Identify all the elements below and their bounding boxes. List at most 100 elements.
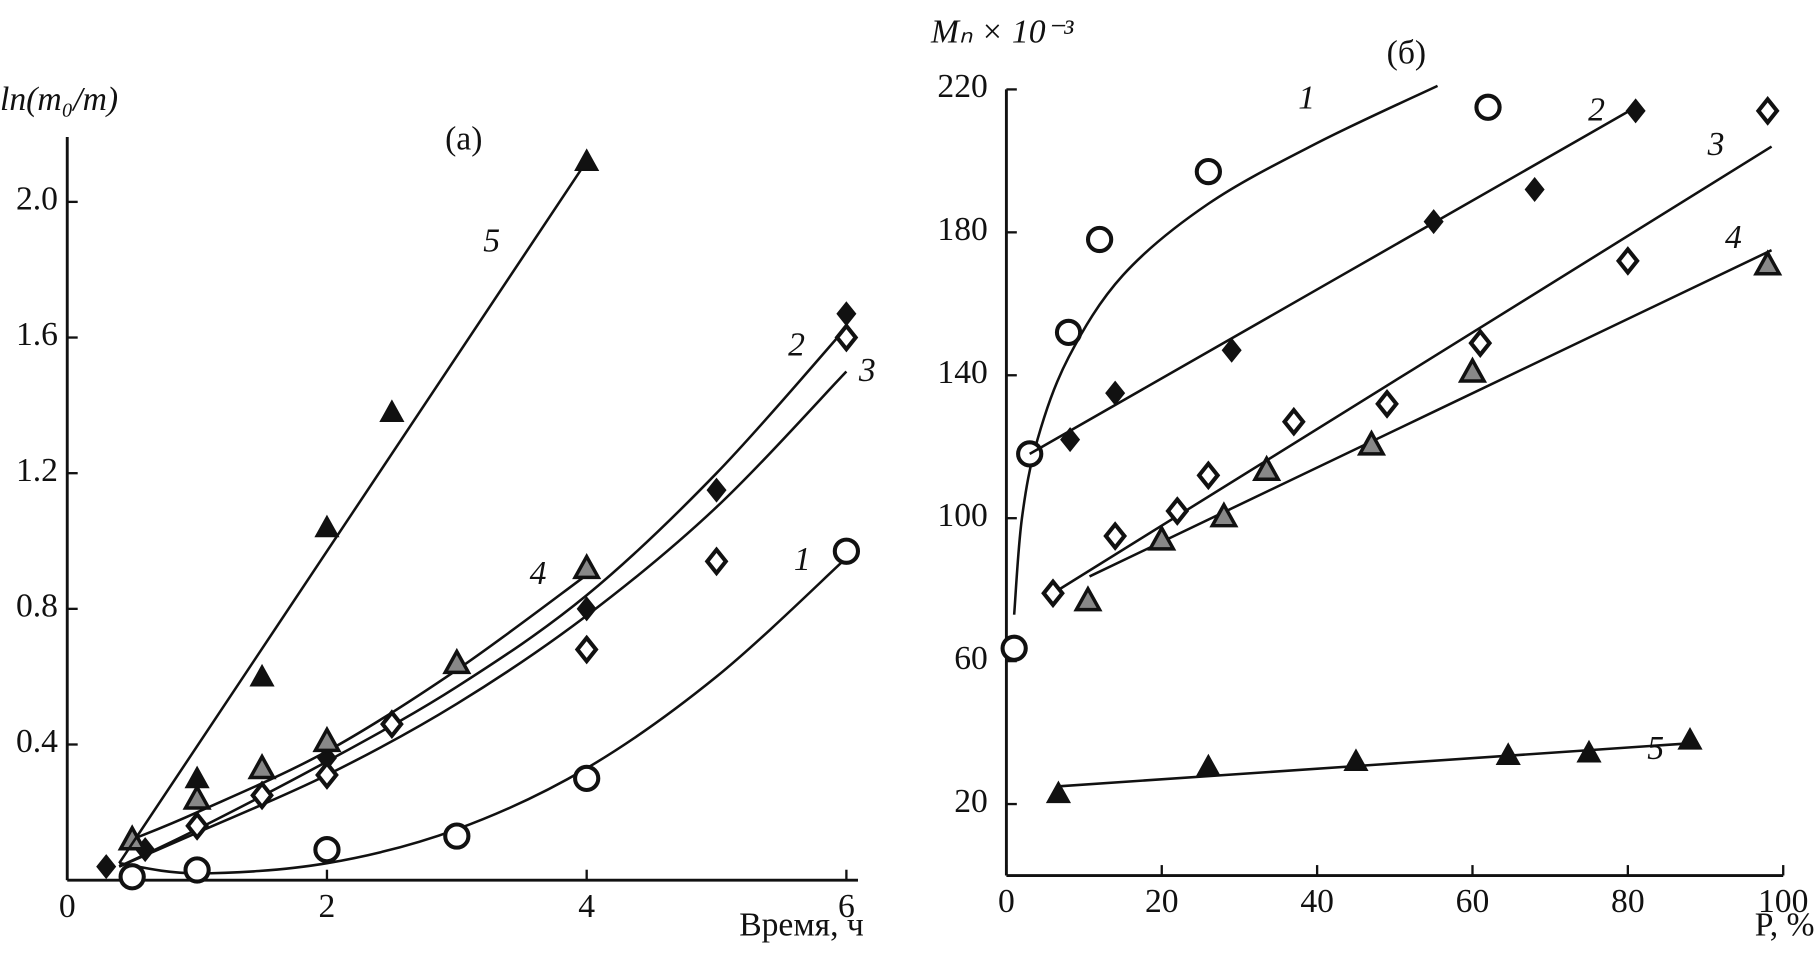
marker xyxy=(314,514,340,538)
fit-curve xyxy=(118,160,588,864)
marker xyxy=(1343,748,1369,772)
series-label: 5 xyxy=(483,222,500,259)
x-tick-label: 0 xyxy=(998,883,1015,920)
marker xyxy=(1041,578,1065,609)
marker xyxy=(443,822,471,850)
y-axis-label: ln(m₀/m) xyxy=(0,81,118,118)
x-tick-label: 4 xyxy=(578,888,595,925)
marker xyxy=(1375,389,1399,419)
marker xyxy=(1457,356,1488,383)
marker xyxy=(313,836,341,864)
y-tick-label: 20 xyxy=(954,783,988,820)
fit-curve xyxy=(1060,742,1691,788)
y-tick-label: 1.2 xyxy=(16,452,58,489)
x-tick-label: 60 xyxy=(1456,883,1490,920)
fit-curve xyxy=(1012,84,1439,615)
x-tick-label: 2 xyxy=(319,888,336,925)
marker xyxy=(118,863,146,891)
series-label: 2 xyxy=(788,327,805,364)
marker xyxy=(572,552,602,580)
marker xyxy=(1016,440,1044,468)
fit-curve xyxy=(119,557,848,875)
fit-curve xyxy=(1052,145,1773,595)
x-tick-label: 20 xyxy=(1145,883,1179,920)
series-label: 3 xyxy=(1707,126,1725,163)
marker xyxy=(576,596,597,622)
marker xyxy=(1085,225,1114,254)
series-label: 2 xyxy=(1588,91,1605,128)
x-tick-label: 0 xyxy=(59,888,76,925)
x-axis-label: Время, ч xyxy=(739,906,864,943)
marker xyxy=(1423,209,1444,235)
y-tick-label: 100 xyxy=(937,497,987,534)
marker xyxy=(1615,246,1640,276)
y-tick-label: 220 xyxy=(937,68,987,105)
marker xyxy=(1252,454,1282,481)
marker xyxy=(184,765,210,789)
series-label: 3 xyxy=(858,352,876,389)
marker xyxy=(315,760,339,790)
marker xyxy=(574,148,600,172)
fit-curve xyxy=(131,573,588,841)
marker xyxy=(247,753,277,780)
marker xyxy=(1194,157,1222,186)
marker xyxy=(574,634,599,665)
y-tick-label: 180 xyxy=(937,211,987,248)
marker xyxy=(836,301,857,327)
marker xyxy=(1054,318,1083,347)
marker xyxy=(1524,176,1545,202)
x-axis-label: P, % xyxy=(1755,906,1815,943)
marker xyxy=(1677,726,1703,750)
x-tick-label: 80 xyxy=(1611,883,1645,920)
marker xyxy=(1073,585,1103,612)
series-label: 4 xyxy=(1725,219,1742,256)
y-axis-label: Mₙ × 10⁻³ xyxy=(930,14,1074,51)
fit-curve xyxy=(1088,249,1773,578)
x-tick-label: 6 xyxy=(838,888,855,925)
marker xyxy=(1045,780,1072,804)
marker xyxy=(1753,249,1783,276)
marker xyxy=(1356,429,1387,456)
marker xyxy=(1103,521,1128,551)
marker xyxy=(442,647,472,675)
series-label: 1 xyxy=(794,541,811,578)
marker xyxy=(1221,337,1242,363)
series-label: 5 xyxy=(1647,730,1664,767)
marker xyxy=(1196,460,1221,491)
y-tick-label: 0.4 xyxy=(16,723,58,760)
y-tick-label: 2.0 xyxy=(16,181,58,218)
marker xyxy=(182,783,212,810)
fit-curve xyxy=(118,326,848,868)
marker xyxy=(1195,753,1221,777)
fit-curve xyxy=(1029,106,1637,455)
marker xyxy=(1105,380,1126,406)
fit-curve xyxy=(118,370,848,868)
marker xyxy=(1165,496,1190,526)
marker xyxy=(1495,742,1521,765)
x-tick-label: 100 xyxy=(1758,883,1808,920)
marker xyxy=(312,725,342,753)
marker xyxy=(1060,427,1081,453)
marker xyxy=(1000,634,1028,662)
marker xyxy=(706,477,727,503)
marker xyxy=(834,322,859,353)
marker xyxy=(117,824,147,851)
series-label: 4 xyxy=(530,555,547,592)
x-tick-label: 40 xyxy=(1300,883,1334,920)
marker xyxy=(1468,328,1493,358)
series-label: 1 xyxy=(1298,80,1315,117)
marker xyxy=(704,546,729,577)
marker xyxy=(183,856,211,884)
marker xyxy=(96,854,117,880)
marker xyxy=(1281,406,1306,437)
marker xyxy=(1147,524,1177,551)
chart-title: (а) xyxy=(445,120,482,157)
marker xyxy=(1474,93,1502,121)
marker xyxy=(832,537,861,565)
y-tick-label: 140 xyxy=(937,354,987,391)
marker xyxy=(1755,96,1780,126)
marker xyxy=(185,811,209,841)
y-tick-label: 0.8 xyxy=(16,588,58,625)
marker xyxy=(1576,739,1602,763)
